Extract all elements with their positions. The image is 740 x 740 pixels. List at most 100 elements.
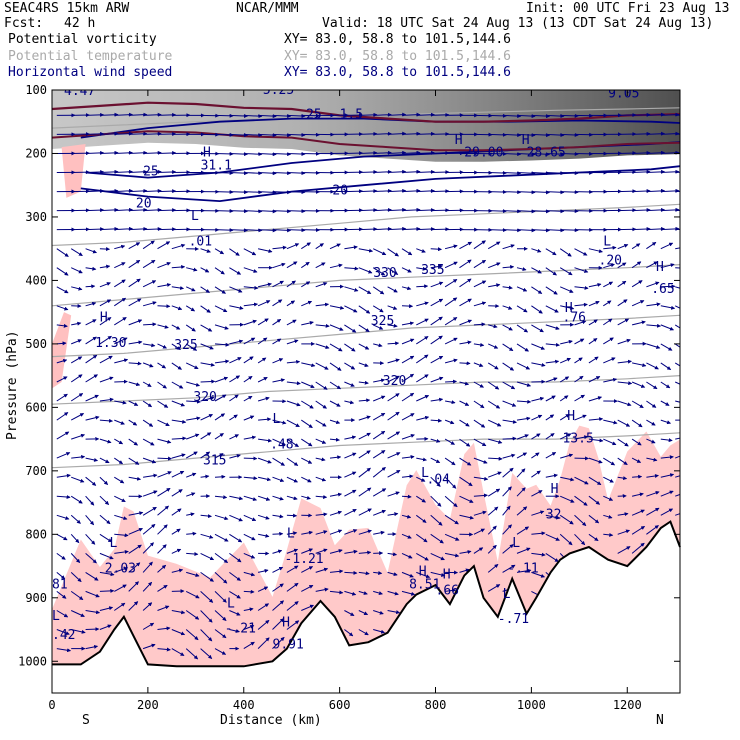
wind-vector: [257, 514, 270, 520]
wind-vector: [516, 399, 532, 404]
wind-vector: [560, 286, 574, 293]
wind-vector: [487, 381, 500, 390]
wind-vector: [257, 619, 270, 630]
wind-vector: [157, 487, 171, 497]
wind-vector: [387, 512, 399, 517]
wind-vector: [214, 324, 229, 330]
wind-vector: [171, 264, 186, 269]
wind-vector: [373, 226, 392, 231]
wind-vector: [401, 207, 421, 212]
wind-vector: [142, 490, 158, 497]
wind-vector: [473, 510, 487, 516]
wind-vector: [128, 207, 148, 212]
contour-label: 325: [174, 338, 197, 353]
wind-vector: [70, 590, 84, 601]
wind-vector: [186, 381, 201, 387]
wind-vector: [114, 279, 126, 288]
wind-vector: [329, 305, 345, 310]
wind-vector: [243, 571, 256, 577]
wind-vector: [516, 362, 531, 370]
wind-vector: [459, 400, 470, 406]
wind-vector: [301, 320, 314, 326]
wind-vector: [214, 453, 224, 459]
wind-vector: [229, 394, 239, 402]
wind-vector: [272, 262, 286, 269]
wind-vector: [243, 302, 259, 307]
low-marker: L: [603, 235, 611, 250]
wind-vector: [444, 244, 458, 250]
wind-vector: [315, 457, 326, 462]
wind-vector: [372, 267, 386, 276]
wind-vector: [588, 300, 600, 307]
wind-vector: [143, 188, 162, 193]
wind-vector: [559, 248, 572, 257]
wind-vector: [401, 112, 421, 117]
wind-vector: [574, 357, 583, 364]
wind-vectors: [56, 112, 680, 660]
wind-vector: [358, 380, 369, 385]
wind-vector: [229, 552, 242, 563]
wind-vector: [229, 629, 240, 633]
wind-vector: [646, 400, 657, 408]
wind-vector: [286, 280, 296, 288]
wind-vector: [358, 343, 370, 350]
wind-vector: [502, 285, 513, 290]
wind-vector: [675, 190, 680, 193]
wind-vector: [617, 262, 627, 269]
wind-vector: [559, 514, 574, 525]
wind-vector: [430, 316, 443, 326]
wind-vector: [85, 495, 95, 506]
wind-vector: [372, 248, 387, 256]
wind-vector: [444, 533, 460, 541]
wind-vector: [171, 648, 185, 656]
contour-label: .20: [599, 254, 622, 269]
wind-vector: [358, 267, 373, 274]
wind-vector: [531, 171, 551, 176]
wind-vector: [56, 431, 70, 440]
wind-vector: [660, 242, 674, 250]
wind-vector: [588, 514, 600, 524]
wind-vector: [387, 431, 401, 440]
wind-vector: [200, 552, 215, 561]
wind-vector: [70, 572, 82, 583]
wind-vector: [243, 435, 257, 440]
y-axis-label: Pressure (hPa): [5, 330, 20, 440]
high-marker: H: [455, 133, 463, 148]
wind-vector: [99, 207, 119, 212]
wind-vector: [200, 629, 213, 642]
wind-vector: [387, 305, 398, 310]
wind-vector: [373, 571, 383, 575]
wind-vector: [545, 552, 559, 563]
wind-vector: [487, 488, 501, 497]
wind-vector: [373, 378, 386, 383]
wind-vector: [85, 189, 105, 194]
wind-vector: [660, 381, 671, 389]
wind-vector: [372, 412, 386, 421]
wind-vector: [70, 267, 83, 274]
wind-vector: [502, 453, 516, 459]
wind-vector: [574, 338, 585, 345]
wind-vector: [660, 305, 676, 310]
wind-vector: [560, 476, 575, 482]
wind-vector: [229, 375, 241, 383]
wind-vector: [344, 381, 355, 387]
wind-vector: [272, 338, 282, 345]
wind-vector: [301, 530, 313, 535]
wind-vector: [286, 171, 306, 176]
wind-vector: [157, 626, 171, 631]
wind-vector: [258, 228, 277, 233]
wind-vector: [502, 265, 515, 269]
wind-vector: [430, 281, 444, 288]
wind-vector: [416, 457, 427, 462]
wind-vector: [631, 320, 646, 326]
wind-vector: [344, 610, 355, 617]
wind-vector: [243, 375, 253, 383]
high-marker: H: [565, 301, 573, 316]
wind-vector: [617, 359, 632, 364]
wind-vector: [257, 376, 268, 383]
wind-vector: [114, 400, 127, 405]
contour-label: 2.03: [105, 561, 136, 576]
contour-label: 28.65: [527, 146, 566, 161]
wind-vector: [329, 492, 343, 497]
wind-vector: [214, 248, 225, 255]
